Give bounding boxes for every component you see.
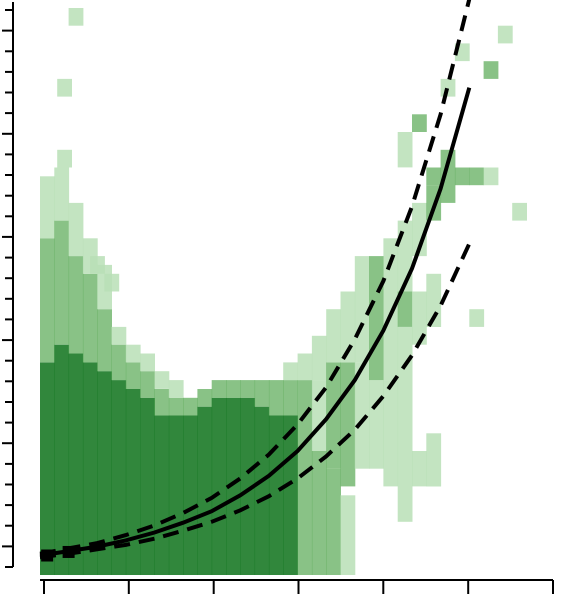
heatmap-cell	[54, 344, 70, 575]
heatmap-cell	[240, 380, 256, 398]
heatmap-cell	[412, 114, 427, 132]
heatmap-cell	[82, 362, 98, 575]
heatmap-cell	[268, 415, 284, 575]
heatmap-cell	[483, 61, 499, 79]
heatmap-cell	[111, 326, 127, 345]
heatmap-cell	[125, 344, 141, 363]
heatmap-cell	[397, 326, 413, 416]
heatmap-cell	[326, 362, 341, 469]
heatmap-cell	[211, 380, 227, 398]
upper-bound-line	[39, 0, 472, 556]
heatmap-cell	[483, 167, 499, 186]
heatmap-cell	[268, 380, 284, 416]
heatmap-cell	[57, 149, 72, 168]
heatmap-cell	[469, 309, 485, 327]
heatmap-cell	[40, 176, 55, 239]
heatmap-cell	[397, 132, 413, 168]
heatmap-cell	[412, 451, 427, 487]
heatmap-cell	[82, 273, 98, 363]
heatmap-cell	[104, 273, 120, 292]
heatmap-cell	[154, 415, 170, 575]
heatmap-cell	[397, 291, 413, 327]
heatmap-cell	[497, 25, 513, 44]
heatmap-cell	[383, 238, 399, 381]
heatmap-cell	[340, 495, 356, 575]
heatmap-cell	[440, 78, 456, 97]
heatmap-cell	[512, 202, 527, 221]
heatmap-cell	[311, 451, 327, 575]
heatmap-cell	[426, 433, 442, 487]
heatmap-cell	[125, 362, 141, 389]
heatmap-cell	[283, 380, 298, 416]
heatmap-cell	[40, 238, 55, 363]
heatmap-cell	[97, 371, 112, 575]
heatmap-cell	[68, 256, 84, 354]
heatmap-cell	[383, 380, 399, 487]
heatmap-cells	[40, 8, 527, 575]
heatmap-cell	[68, 8, 84, 26]
observed-point	[41, 549, 54, 562]
heatmap-cell	[297, 451, 313, 575]
heatmap-cell	[397, 415, 413, 522]
heatmap-cell	[183, 397, 198, 416]
heatmap-cell	[240, 397, 256, 575]
heatmap-cell	[326, 468, 341, 575]
heatmap-cell	[54, 167, 70, 221]
heatmap-cell	[111, 380, 127, 575]
heatmap-cell	[197, 389, 213, 407]
heatmap-cell	[168, 380, 184, 398]
heatmap-cell	[57, 78, 72, 97]
heatmap-cell	[226, 380, 241, 398]
observed-points	[41, 545, 75, 562]
heatmap-cell	[140, 353, 155, 372]
heatmap-cell	[168, 415, 184, 575]
heatmap-cell	[68, 353, 84, 575]
heatmap-cell	[369, 256, 384, 381]
heatmap-cell	[340, 291, 356, 363]
heatmap-cell	[125, 389, 141, 575]
heatmap-cell	[311, 335, 327, 381]
heatmap-cell	[412, 291, 427, 345]
heatmap-cell	[297, 353, 313, 381]
heatmap-cell	[226, 397, 241, 575]
heatmap-cell	[369, 380, 384, 469]
heatmap-cell	[354, 362, 370, 469]
heatmap-cell	[154, 389, 170, 416]
axes	[2, 2, 554, 594]
heatmap-cell	[211, 397, 227, 575]
heatmap-cell	[426, 167, 442, 186]
heatmap-cell	[197, 406, 213, 575]
heatmap-cell	[111, 344, 127, 381]
heatmap-cell	[68, 202, 84, 257]
heatmap-cell	[183, 415, 198, 575]
heatmap-cell	[97, 309, 112, 372]
fit-lines	[39, 0, 472, 560]
fit-line	[39, 87, 472, 558]
heatmap-cell	[140, 397, 155, 575]
heatmap-cell	[254, 380, 270, 407]
heatmap-cell	[254, 406, 270, 575]
heatmap-cell	[469, 167, 485, 186]
heatmap-cell	[90, 256, 105, 274]
heatmap-cell	[168, 397, 184, 416]
heatmap-cell	[154, 371, 170, 389]
heatmap-cell	[40, 362, 55, 575]
heatmap-cell	[326, 309, 341, 363]
observed-point	[62, 545, 75, 558]
heatmap-cell	[454, 167, 470, 186]
heatmap-cell	[140, 371, 155, 398]
heatmap-cell	[54, 220, 70, 345]
heatmap-cell	[283, 362, 298, 381]
